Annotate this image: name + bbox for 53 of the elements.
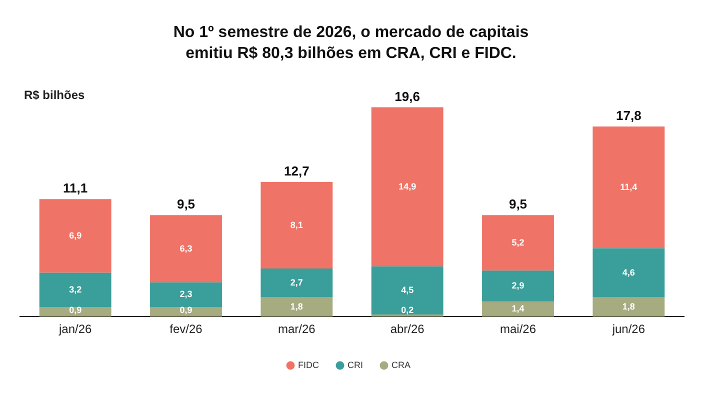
data-label: 2,3 <box>180 289 192 300</box>
x-tick-label: mai/26 <box>500 322 536 336</box>
data-label: 3,2 <box>69 284 82 294</box>
bar <box>592 126 665 248</box>
bar <box>260 268 333 298</box>
bar <box>482 302 554 317</box>
data-label: 0,9 <box>69 305 82 316</box>
total-label: 17,8 <box>616 108 642 124</box>
bar <box>592 248 665 298</box>
data-label: 1,8 <box>290 301 303 312</box>
bar <box>482 270 554 302</box>
data-label: 2,7 <box>290 277 303 288</box>
bar <box>260 182 333 269</box>
total-label: 19,6 <box>394 88 420 104</box>
data-label: 0,2 <box>401 305 414 316</box>
data-label: 5,2 <box>512 237 524 248</box>
x-tick-label: mar/26 <box>278 322 316 336</box>
data-label: 4,5 <box>401 284 414 295</box>
bar <box>482 215 554 271</box>
bar <box>39 272 112 307</box>
data-label: 8,1 <box>290 220 303 230</box>
bar <box>371 266 444 314</box>
data-label: 1,4 <box>512 304 524 314</box>
total-label: 9,5 <box>508 196 528 212</box>
data-label: 6,9 <box>69 230 82 240</box>
data-label: 0,9 <box>180 305 192 316</box>
x-tick-label: abr/26 <box>390 322 425 336</box>
data-label: 1,8 <box>622 301 635 312</box>
data-label: 4,6 <box>622 267 635 278</box>
total-label: 12,7 <box>284 164 310 179</box>
x-tick-label: jun/26 <box>611 322 646 336</box>
legend-label: CRI <box>348 360 363 370</box>
bar <box>592 297 665 317</box>
data-label: 2,9 <box>512 280 524 291</box>
bar <box>371 107 444 266</box>
bar <box>371 314 444 317</box>
data-label: 11,4 <box>620 182 638 192</box>
chart-title: No 1º semestre de 2026, o mercado de capitais emitiu R$ 80,3 bilhões em CRA, CRI e FIDC. <box>172 23 530 64</box>
y-axis-title: R$ bilhões <box>24 88 85 102</box>
bar <box>39 199 112 273</box>
bar <box>150 215 222 282</box>
data-label: 6,3 <box>180 243 192 254</box>
data-label: 14,9 <box>398 181 416 192</box>
legend-label: CRA <box>391 360 411 370</box>
legend-label: FIDC <box>298 360 320 370</box>
total-label: 11,1 <box>63 180 88 196</box>
x-tick-label: fev/26 <box>170 322 203 336</box>
x-tick-label: jan/26 <box>58 322 92 336</box>
bar <box>150 306 222 317</box>
total-label: 9,5 <box>176 196 196 212</box>
bar <box>150 282 222 307</box>
bar <box>260 297 333 317</box>
bar <box>39 306 112 317</box>
